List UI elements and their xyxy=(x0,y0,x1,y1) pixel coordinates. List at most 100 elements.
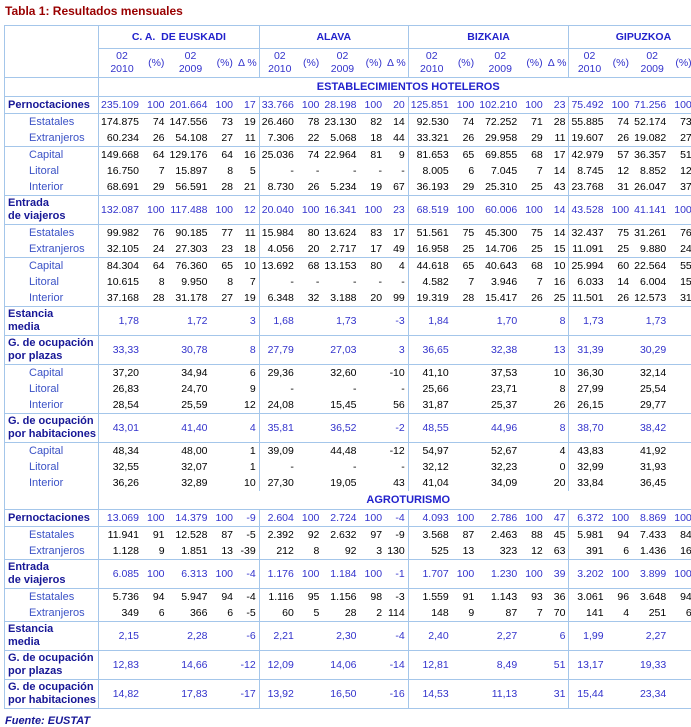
data-cell: 91 xyxy=(455,589,478,606)
data-cell: 52.174 xyxy=(632,114,672,131)
row-label: G. de ocupación por habitaciones xyxy=(5,414,99,443)
row-label: G. de ocupación por plazas xyxy=(5,336,99,365)
data-cell: 12 xyxy=(236,397,259,414)
data-cell: -16 xyxy=(385,680,408,709)
data-cell: 12 xyxy=(672,163,691,179)
data-cell: 49 xyxy=(385,241,408,258)
data-cell xyxy=(300,622,323,651)
data-cell: 92.530 xyxy=(408,114,454,131)
data-cell xyxy=(214,443,237,460)
data-cell xyxy=(455,680,478,709)
data-cell: 1,68 xyxy=(259,307,300,336)
data-cell: 323 xyxy=(477,543,523,560)
data-cell xyxy=(145,622,168,651)
data-cell: - xyxy=(363,274,386,290)
row-label: Entrada de viajeros xyxy=(5,560,99,589)
row-label: Estatales xyxy=(5,527,99,544)
data-cell: 100 xyxy=(214,97,237,114)
data-cell xyxy=(214,414,237,443)
data-cell: 25 xyxy=(523,179,546,196)
data-cell: - xyxy=(322,381,362,397)
data-cell: 26,83 xyxy=(99,381,145,397)
corner-cell xyxy=(5,26,99,78)
data-cell: 6 xyxy=(145,605,168,622)
data-cell: 11,13 xyxy=(477,680,523,709)
row-label: Litoral xyxy=(5,381,99,397)
data-cell xyxy=(610,397,633,414)
data-cell xyxy=(363,622,386,651)
data-cell: 44 xyxy=(385,130,408,147)
data-cell: 24 xyxy=(145,241,168,258)
data-cell: 14 xyxy=(546,225,569,242)
data-cell xyxy=(610,365,633,382)
data-cell: 69.855 xyxy=(477,147,523,164)
data-cell: - xyxy=(300,163,323,179)
data-cell: 65 xyxy=(455,258,478,275)
data-cell: 94 xyxy=(610,527,633,544)
data-cell: 41,40 xyxy=(168,414,214,443)
data-cell: 32,60 xyxy=(322,365,362,382)
column-header: 02 2009 xyxy=(632,49,672,78)
data-cell: 76.360 xyxy=(168,258,214,275)
data-cell: 7 xyxy=(236,274,259,290)
data-cell: 1 xyxy=(236,443,259,460)
data-cell: 8.852 xyxy=(632,163,672,179)
data-cell: 100 xyxy=(523,510,546,527)
data-cell: 2.717 xyxy=(322,241,362,258)
data-cell: -12 xyxy=(236,651,259,680)
data-cell: 75 xyxy=(455,225,478,242)
data-cell: 26 xyxy=(455,130,478,147)
data-cell: 1,73 xyxy=(322,307,362,336)
data-cell: 2.632 xyxy=(322,527,362,544)
data-cell: 7.306 xyxy=(259,130,300,147)
data-cell: 3.946 xyxy=(477,274,523,290)
data-cell: 28 xyxy=(145,290,168,307)
data-cell: 12 xyxy=(523,543,546,560)
data-cell: 100 xyxy=(523,196,546,225)
column-header: (%) xyxy=(300,49,323,78)
data-cell xyxy=(610,475,633,491)
data-cell: 29.958 xyxy=(477,130,523,147)
data-cell xyxy=(363,680,386,709)
data-cell: 37,53 xyxy=(477,365,523,382)
data-cell: -12 xyxy=(385,443,408,460)
data-cell: 19 xyxy=(236,114,259,131)
data-cell: 100 xyxy=(363,510,386,527)
data-cell: -4 xyxy=(385,622,408,651)
data-cell xyxy=(300,397,323,414)
data-cell: 44,96 xyxy=(477,414,523,443)
data-cell: 525 xyxy=(408,543,454,560)
data-cell: 26.047 xyxy=(632,179,672,196)
data-cell: 26 xyxy=(546,397,569,414)
data-cell xyxy=(455,414,478,443)
column-group-header: GIPUZKOA xyxy=(569,26,691,49)
data-cell: 27 xyxy=(214,130,237,147)
data-cell: 56.591 xyxy=(168,179,214,196)
data-cell xyxy=(610,336,633,365)
data-cell xyxy=(300,381,323,397)
data-cell: 8 xyxy=(546,414,569,443)
data-cell: 4 xyxy=(546,443,569,460)
data-cell: 37 xyxy=(672,179,691,196)
data-cell: 8 xyxy=(214,163,237,179)
data-cell: 74 xyxy=(455,114,478,131)
section-title: ESTABLECIMIENTOS HOTELEROS xyxy=(99,78,691,97)
data-cell: 20 xyxy=(300,241,323,258)
data-cell: 22.964 xyxy=(322,147,362,164)
data-cell: 15 xyxy=(672,274,691,290)
data-cell: 12 xyxy=(610,163,633,179)
data-cell xyxy=(455,381,478,397)
data-cell: 76 xyxy=(145,225,168,242)
data-cell: 14,53 xyxy=(408,680,454,709)
data-cell: 25.310 xyxy=(477,179,523,196)
data-cell: 13.624 xyxy=(322,225,362,242)
row-label: Capital xyxy=(5,443,99,460)
